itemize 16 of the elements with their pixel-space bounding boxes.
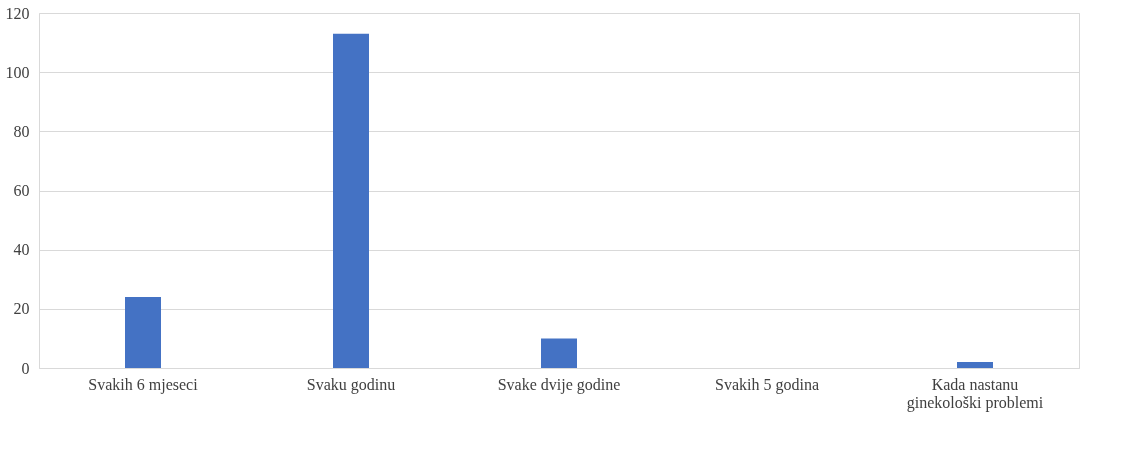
x-tick-label: Svake dvije godine (497, 375, 621, 394)
y-tick-label: 120 (5, 4, 30, 22)
x-tick-label: Svaku godinu (306, 375, 396, 394)
bar (333, 33, 369, 368)
bar (957, 362, 993, 368)
y-tick-label: 0 (21, 359, 30, 377)
bar (541, 338, 577, 368)
y-tick-label: 80 (13, 122, 30, 140)
y-tick-label: 100 (5, 63, 30, 81)
y-tick-label: 60 (13, 182, 30, 199)
x-tick-label: Svakih 6 mjeseci (88, 375, 199, 394)
x-tick-label: Svakih 5 godina (715, 375, 819, 394)
y-tick-label: 40 (13, 241, 30, 259)
bar (125, 297, 161, 368)
y-tick-label: 20 (13, 300, 30, 318)
x-tick-label: Kada nastanu ginekološki problemi (906, 375, 1044, 412)
